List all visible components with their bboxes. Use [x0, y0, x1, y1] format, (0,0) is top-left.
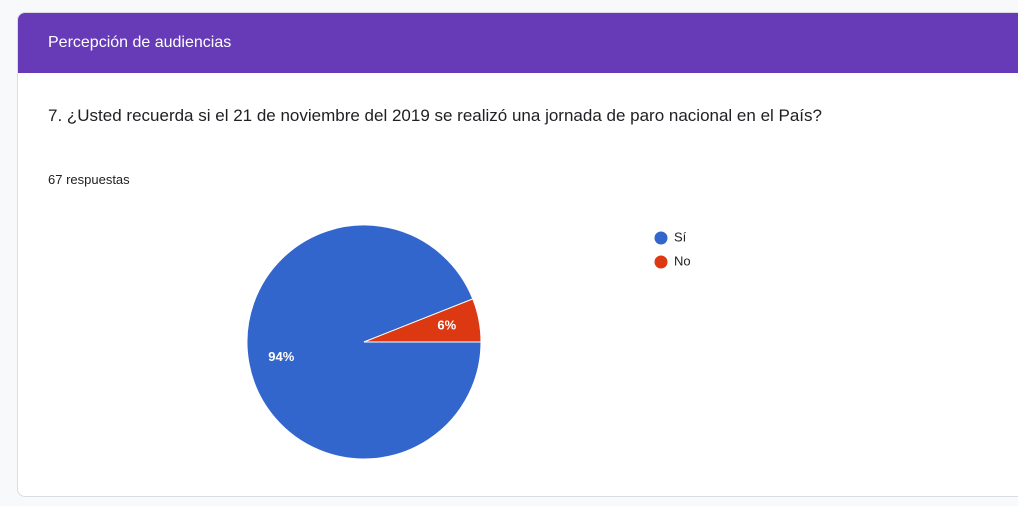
legend-swatch — [654, 231, 668, 245]
slice-label: 6% — [437, 318, 456, 333]
legend-label: Sí — [674, 229, 687, 244]
question-title: 7. ¿Usted recuerda si el 21 de noviembre… — [48, 106, 822, 125]
section-header: Percepción de audiencias — [18, 13, 1018, 73]
legend-label: No — [674, 253, 691, 268]
response-count: 67 respuestas — [48, 172, 130, 187]
pie-slice — [363, 298, 482, 343]
card: Percepción de audiencias 7. ¿Usted recue… — [17, 12, 1018, 497]
legend-swatch — [654, 255, 668, 269]
slice-label: 94% — [268, 349, 294, 364]
